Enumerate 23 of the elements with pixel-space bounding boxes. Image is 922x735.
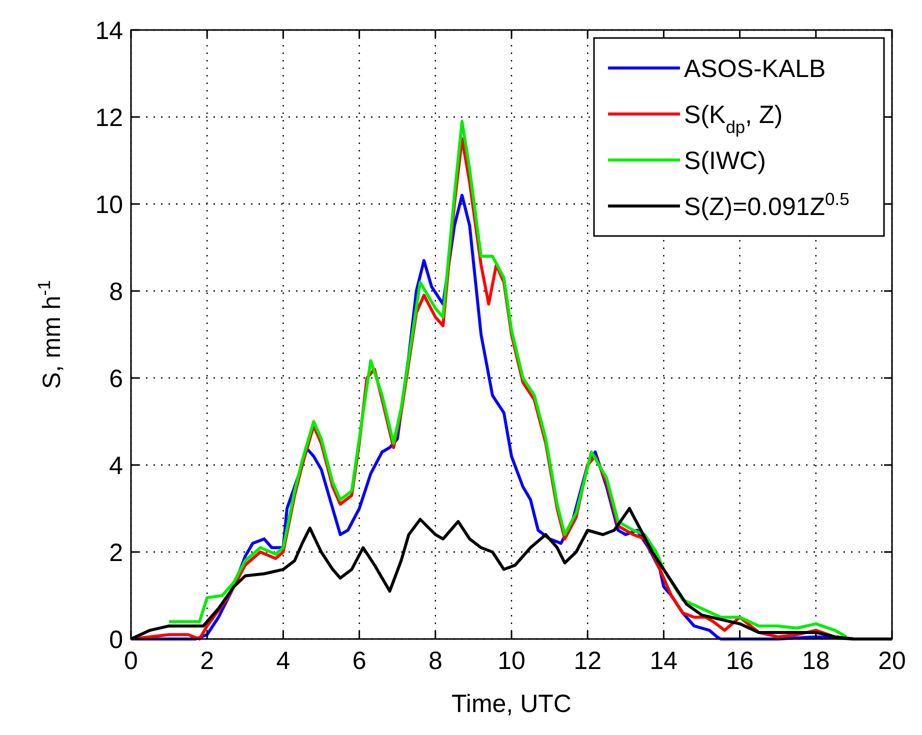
x-tick-label: 16 — [726, 647, 754, 675]
legend-label: S(IWC) — [684, 147, 766, 175]
x-tick-label: 12 — [574, 647, 602, 675]
x-tick-label: 14 — [650, 647, 678, 675]
x-tick-label: 6 — [352, 647, 366, 675]
x-tick-label: 20 — [878, 647, 906, 675]
x-tick-label: 8 — [428, 647, 442, 675]
y-tick-label: 6 — [109, 365, 123, 393]
y-tick-label: 14 — [95, 17, 124, 45]
y-tick-label: 8 — [109, 278, 123, 306]
x-tick-label: 18 — [802, 647, 830, 675]
y-tick-label: 10 — [95, 191, 123, 219]
legend-label: S(Z)=0.091Z$^{0.5}$ — [684, 189, 850, 221]
x-tick-label: 2 — [200, 647, 214, 675]
y-tick-label: 0 — [109, 626, 123, 654]
x-tick-label: 10 — [498, 647, 526, 675]
y-tick-label: 4 — [109, 452, 124, 480]
legend-label: S(K$_{dp}$, Z) — [684, 101, 783, 137]
legend-label: ASOS-KALB — [684, 55, 826, 83]
x-axis-title: Time, UTC — [452, 690, 572, 718]
y-tick-label: 2 — [109, 539, 123, 567]
x-tick-label: 4 — [276, 647, 290, 675]
y-tick-label: 12 — [95, 104, 123, 132]
